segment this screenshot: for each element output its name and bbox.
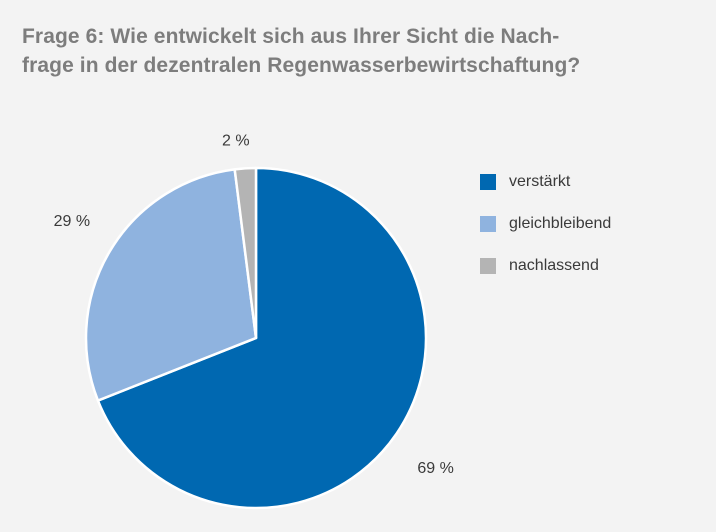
- legend-label-verstaerkt: verstärkt: [509, 173, 571, 190]
- chart-title-line-1: Frage 6: Wie entwickelt sich aus Ihrer S…: [22, 25, 560, 48]
- pie-slice-nachlassend: [233, 166, 258, 340]
- legend: verstärkt gleichbleibend nachlassend: [480, 172, 611, 298]
- legend-label-nachlassend: nachlassend: [509, 257, 599, 274]
- pie-label-verstaerkt: 69 %: [417, 460, 453, 477]
- legend-item-verstaerkt: verstärkt: [480, 172, 611, 192]
- chart-title: Frage 6: Wie entwickelt sich aus Ihrer S…: [22, 22, 702, 80]
- legend-swatch-gleichbleibend: [480, 216, 496, 232]
- pie-slice-gleichbleibend: [84, 168, 258, 402]
- pie-label-nachlassend: 2 %: [222, 132, 250, 149]
- pie-label-gleichbleibend: 29 %: [54, 213, 90, 230]
- pie-labels: 69 % 29 % 2 %: [54, 132, 454, 477]
- chart-title-line-2: frage in der dezentralen Regenwasserbewi…: [22, 54, 581, 77]
- pie-slices: [84, 166, 428, 510]
- pie-slice-verstaerkt: [96, 166, 428, 510]
- legend-swatch-nachlassend: [480, 258, 496, 274]
- legend-item-nachlassend: nachlassend: [480, 256, 611, 276]
- legend-swatch-verstaerkt: [480, 174, 496, 190]
- legend-item-gleichbleibend: gleichbleibend: [480, 214, 611, 234]
- legend-label-gleichbleibend: gleichbleibend: [509, 215, 612, 232]
